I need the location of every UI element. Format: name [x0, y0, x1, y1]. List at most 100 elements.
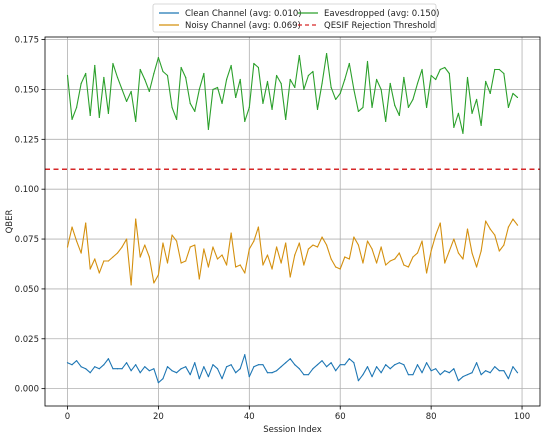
eavesdropped-point	[262, 102, 264, 105]
eavesdropped-point	[407, 106, 410, 109]
eavesdropped-point	[389, 82, 391, 85]
eavesdropped-point	[212, 88, 214, 91]
noisy-channel-point	[307, 248, 310, 250]
noisy-channel-point	[257, 226, 260, 228]
eavesdropped-point	[366, 60, 369, 63]
clean-channel-point	[185, 366, 187, 368]
clean-channel-point	[403, 364, 405, 366]
eavesdropped-point	[321, 82, 323, 85]
noisy-channel-point	[453, 238, 455, 240]
clean-channel-point	[221, 378, 223, 380]
clean-channel-point	[466, 374, 469, 376]
eavesdropped-point	[162, 70, 164, 73]
legend-box	[152, 3, 437, 33]
clean-channel-point	[294, 364, 296, 366]
eavesdropped-point	[80, 82, 82, 85]
clean-channel-point	[248, 376, 250, 378]
clean-channel-point	[66, 362, 69, 364]
eavesdropped-point	[325, 52, 328, 55]
clean-channel-point	[98, 368, 100, 370]
clean-channel-point	[80, 366, 82, 368]
noisy-channel-point	[430, 250, 432, 252]
y-tick-label: 0.175	[15, 36, 39, 46]
eavesdropped-point	[430, 74, 432, 77]
eavesdropped-point	[330, 86, 332, 89]
clean-channel-point	[180, 368, 182, 370]
clean-channel-point	[216, 368, 219, 370]
eavesdropped-point	[298, 54, 300, 57]
clean-channel-point	[125, 362, 128, 364]
clean-channel-point	[416, 364, 419, 366]
noisy-channel-point	[375, 262, 378, 264]
noisy-channel-point	[71, 226, 73, 228]
eavesdropped-point	[416, 82, 419, 85]
eavesdropped-point	[471, 112, 473, 114]
noisy-channel-point	[439, 222, 441, 224]
legend: Clean Channel (avg: 0.010) Noisy Channel…	[152, 3, 439, 33]
eavesdropped-point	[257, 66, 260, 69]
noisy-channel-point	[221, 254, 223, 256]
noisy-channel-point	[339, 268, 341, 270]
clean-channel-point	[457, 380, 460, 382]
noisy-channel-point	[112, 256, 114, 258]
eavesdropped-point	[294, 86, 296, 89]
clean-channel-point	[271, 372, 273, 374]
clean-channel-point	[257, 364, 260, 366]
clean-channel-point	[444, 370, 446, 372]
clean-channel-point	[198, 378, 200, 380]
eavesdropped-point	[280, 82, 282, 85]
x-tick-label: 0	[65, 412, 70, 422]
eavesdropped-point	[385, 120, 387, 122]
noisy-channel-point	[235, 266, 237, 268]
clean-channel-point	[398, 362, 400, 364]
noisy-channel-point	[385, 264, 387, 266]
noisy-channel-point	[116, 252, 119, 254]
noisy-channel-point	[285, 242, 287, 244]
clean-channel-point	[462, 376, 464, 378]
eavesdropped-point	[466, 76, 469, 79]
noisy-channel-point	[512, 218, 514, 220]
clean-channel-point	[85, 368, 87, 370]
eavesdropped-point	[198, 88, 200, 91]
y-tick-label: 0.150	[15, 85, 39, 95]
noisy-channel-point	[94, 258, 96, 260]
eavesdropped-point	[225, 78, 228, 81]
clean-channel-point	[285, 362, 287, 364]
noisy-channel-point	[357, 244, 360, 246]
noisy-channel-point	[244, 272, 246, 274]
eavesdropped-point	[112, 62, 114, 65]
plot-frame	[44, 36, 541, 407]
clean-channel-point	[171, 370, 173, 372]
eavesdropped-point	[380, 88, 382, 91]
noisy-channel-line	[66, 218, 518, 286]
eavesdropped-point	[116, 76, 119, 79]
noisy-channel-point	[248, 248, 250, 250]
legend-label-clean: Clean Channel (avg: 0.010)	[185, 9, 302, 19]
noisy-channel-point	[466, 228, 469, 230]
noisy-channel-point	[335, 266, 337, 268]
eavesdropped-point	[316, 108, 319, 110]
noisy-channel-point	[498, 250, 500, 252]
clean-channel-point	[253, 366, 255, 368]
noisy-channel-point	[80, 252, 82, 254]
eavesdropped-point	[489, 92, 491, 95]
eavesdropped-point	[439, 68, 441, 71]
eavesdropped-point	[444, 66, 446, 69]
x-tick-label: 60	[335, 412, 346, 422]
clean-channel-point	[503, 370, 505, 372]
clean-channel-point	[307, 374, 310, 376]
noisy-channel-point	[507, 226, 510, 228]
noisy-channel-point	[316, 246, 319, 248]
y-tick-label: 0.125	[15, 135, 39, 145]
clean-channel-point	[130, 370, 132, 372]
noisy-channel-point	[485, 220, 487, 222]
clean-channel-point	[121, 368, 123, 370]
noisy-channel-point	[435, 234, 437, 236]
clean-channel-point	[435, 368, 437, 370]
clean-channel-point	[107, 358, 110, 360]
noisy-channel-point	[98, 272, 100, 274]
clean-channel-point	[230, 364, 232, 366]
clean-channel-point	[430, 370, 432, 372]
eavesdropped-point	[398, 114, 400, 116]
clean-channel-point	[385, 364, 387, 366]
